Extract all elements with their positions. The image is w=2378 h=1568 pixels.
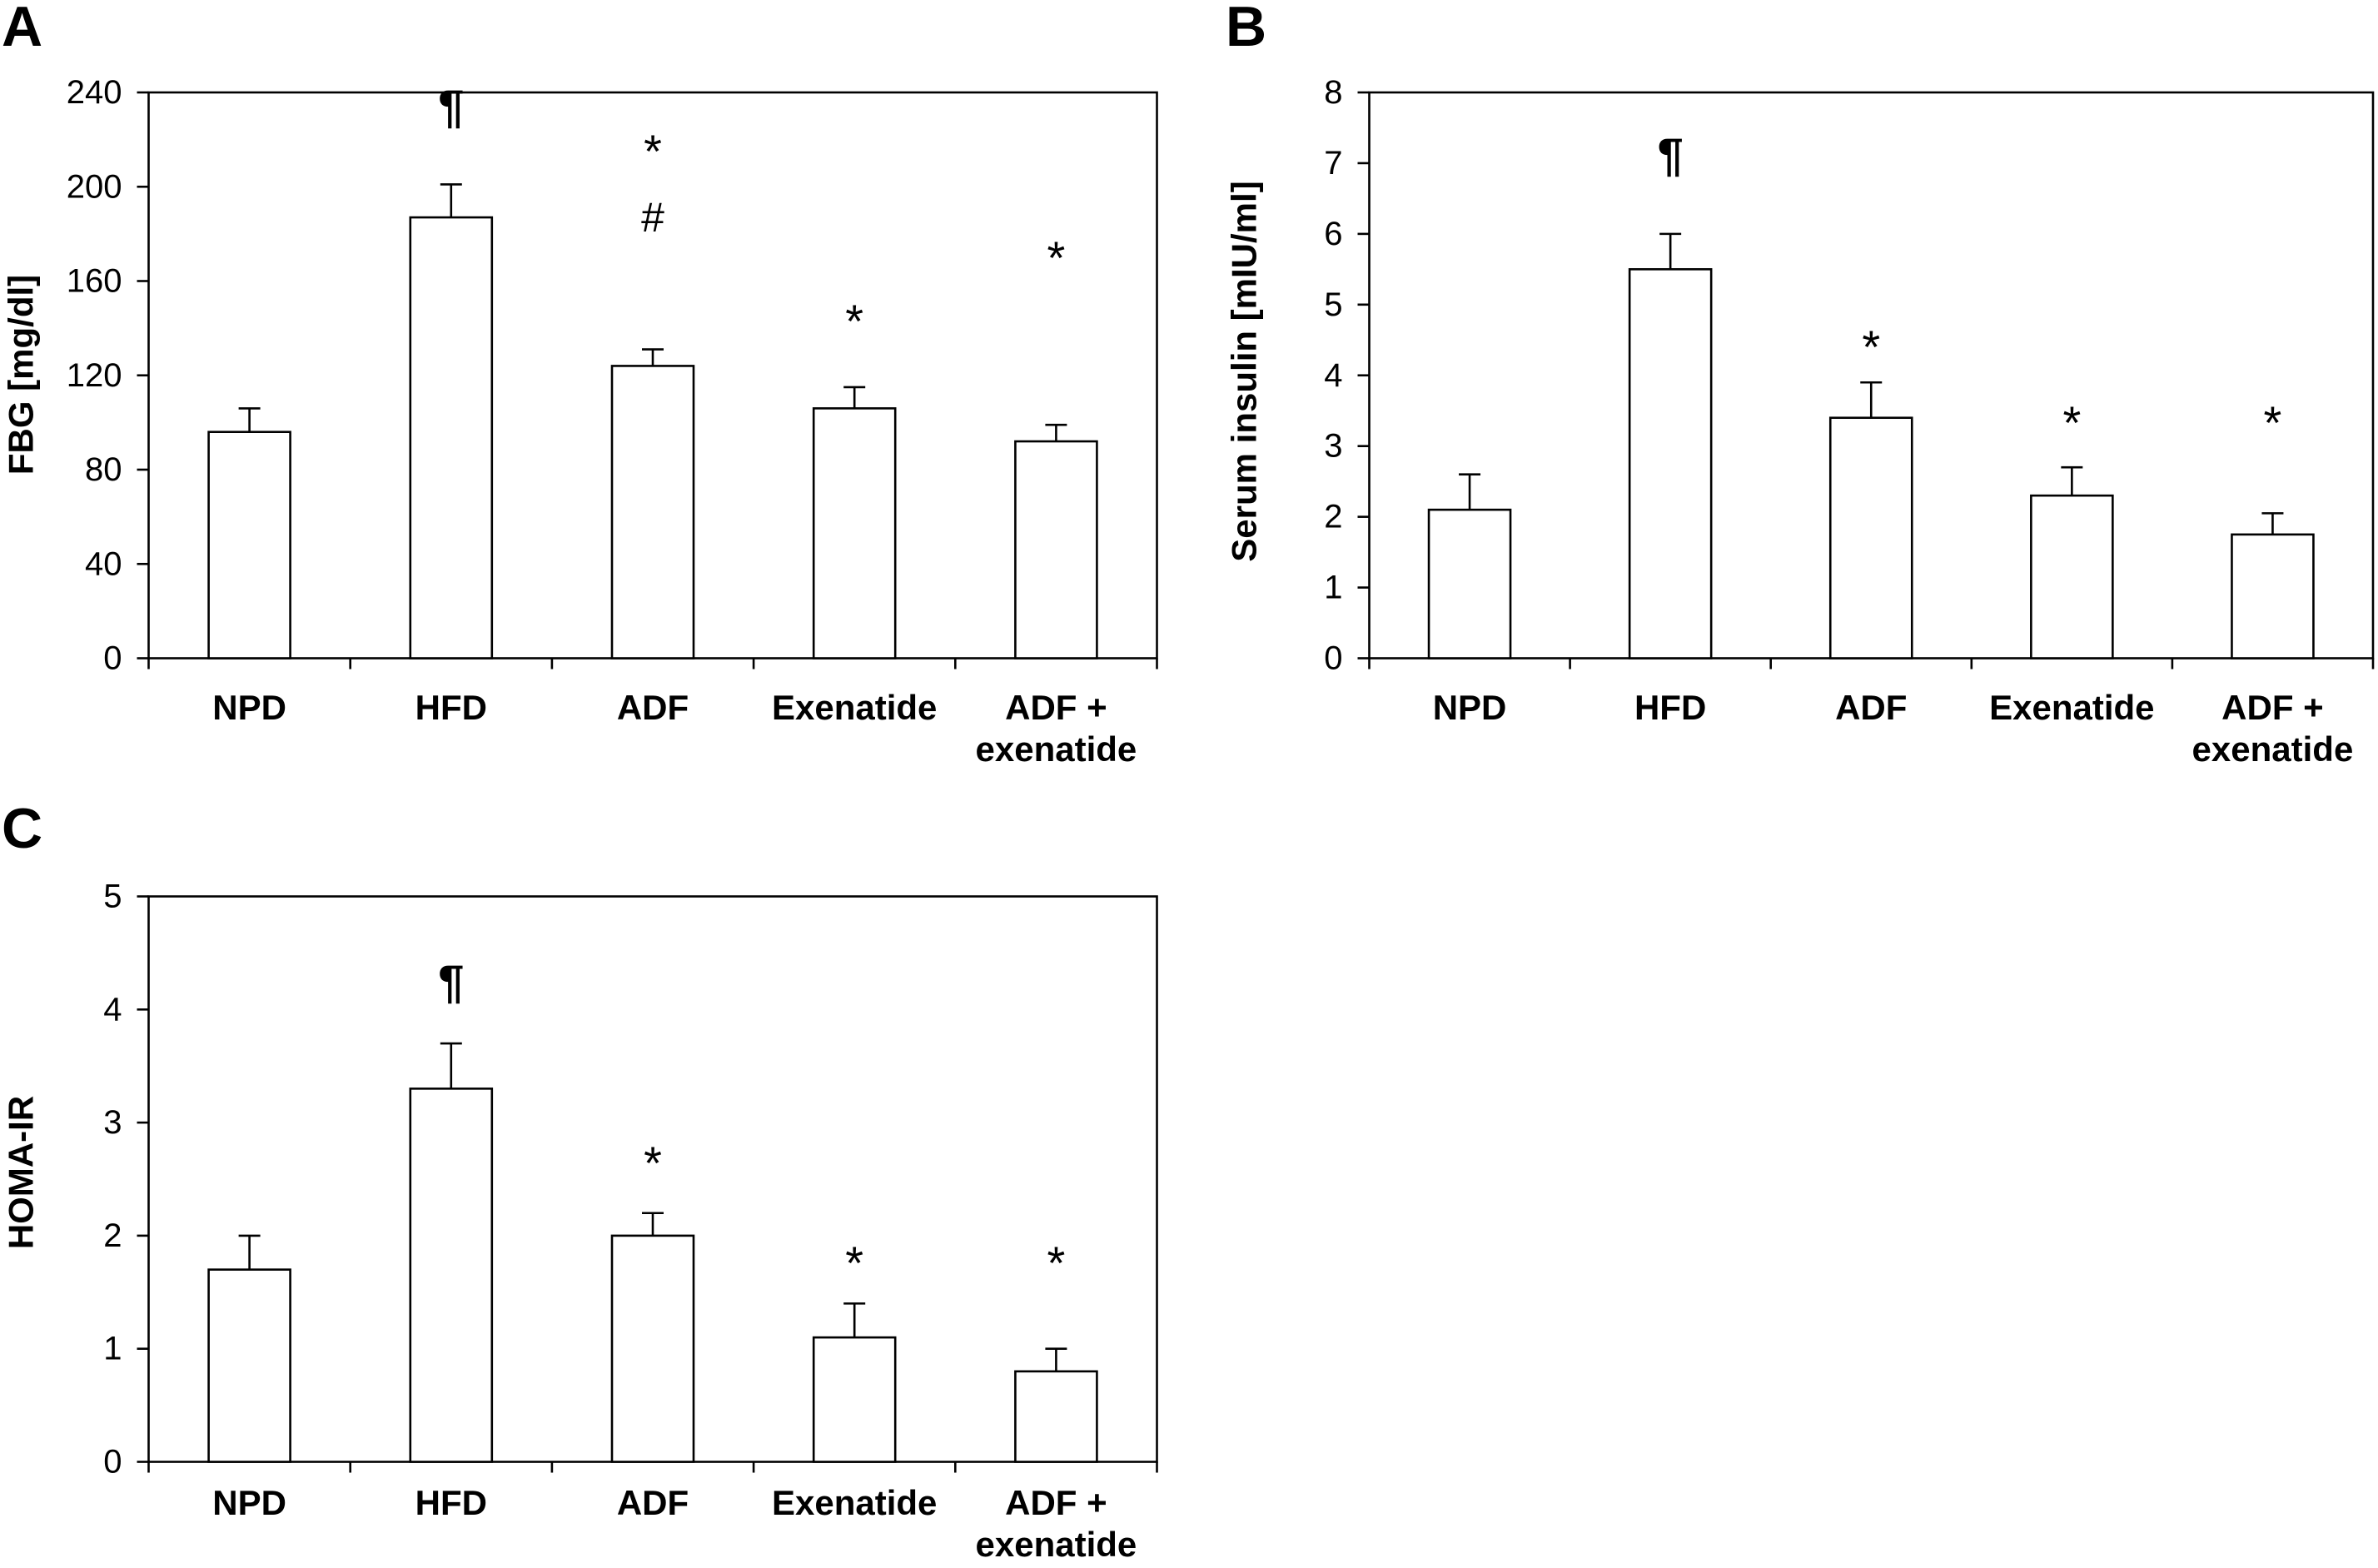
y-axis-title: FBG [mg/dl]	[2, 275, 41, 475]
y-tick-label: 2	[1324, 499, 1342, 535]
y-tick-label: 0	[103, 1444, 122, 1481]
significance-marker: *	[845, 1237, 863, 1289]
significance-marker: ¶	[438, 955, 464, 1008]
bar	[409, 1088, 494, 1463]
y-tick-label: 40	[85, 545, 122, 582]
bar	[610, 365, 695, 660]
x-tick-label: ADF	[616, 688, 689, 727]
y-axis-title: HOMA-IR	[2, 1096, 41, 1249]
significance-marker: ¶	[1658, 128, 1684, 181]
bar	[1628, 268, 1713, 660]
x-tick-label: ADF + exenatide	[2191, 688, 2354, 769]
y-tick-label: 160	[67, 263, 122, 300]
y-tick-label: 5	[103, 879, 122, 915]
y-tick-label: 1	[1324, 570, 1342, 606]
y-tick-label: 3	[103, 1104, 122, 1141]
significance-marker: #	[641, 194, 664, 241]
y-tick-label: 4	[1324, 357, 1342, 394]
chart-panel: C HOMA-IR 0 1 2 3 4 5 ¶ * * *	[2, 797, 1158, 1481]
bar	[1828, 416, 1913, 660]
significance-marker: *	[845, 295, 863, 347]
significance-marker: ¶	[438, 80, 464, 132]
chart-panel: A FBG [mg/dl] 0 40 80 120 160 200 240 ¶ * # * *	[2, 0, 1158, 677]
x-tick-label: Exenatide	[1989, 688, 2155, 727]
x-tick-label: Exenatide	[771, 1483, 938, 1522]
significance-marker: *	[644, 1137, 662, 1189]
x-tick-label: HFD	[1634, 688, 1707, 727]
y-tick-label: 120	[67, 357, 122, 394]
y-tick-label: 7	[1324, 145, 1342, 182]
significance-marker: *	[644, 125, 662, 177]
bar	[812, 1336, 897, 1463]
panel-label: A	[2, 0, 42, 58]
y-tick-label: 4	[103, 991, 122, 1028]
y-tick-label: 80	[85, 451, 122, 488]
significance-marker: *	[2264, 396, 2282, 449]
x-tick-label: HFD	[415, 1483, 487, 1522]
bar	[1427, 508, 1512, 660]
y-axis-title: Serum insulin [mIU/ml]	[1225, 181, 1264, 561]
bar	[610, 1234, 695, 1463]
significance-marker: *	[2062, 396, 2081, 449]
significance-marker: *	[1047, 1237, 1066, 1289]
x-tick-label: ADF	[1835, 688, 1908, 727]
bar	[2231, 533, 2315, 660]
chart-panel: B Serum insulin [mIU/ml] 0 1 2 3 4 5 6 7 8 ¶ * * *	[1225, 0, 2375, 677]
y-tick-label: 8	[1324, 74, 1342, 111]
bar	[207, 1268, 291, 1463]
x-tick-label: NPD	[1432, 688, 1507, 727]
y-tick-label: 3	[1324, 428, 1342, 465]
significance-marker: *	[1862, 321, 1880, 373]
y-tick-label: 2	[103, 1217, 122, 1254]
y-tick-label: 6	[1324, 216, 1342, 252]
bar	[409, 216, 494, 660]
x-tick-label: ADF	[616, 1483, 689, 1522]
y-tick-label: 0	[103, 640, 122, 677]
x-tick-label: NPD	[212, 1483, 286, 1522]
y-tick-label: 0	[1324, 640, 1342, 677]
x-tick-label: ADF + exenatide	[975, 688, 1137, 769]
bar	[207, 431, 291, 660]
x-tick-label: HFD	[415, 688, 487, 727]
bar	[1014, 440, 1098, 660]
y-tick-label: 1	[103, 1331, 122, 1367]
panel-label: B	[1226, 0, 1266, 58]
x-tick-label: Exenatide	[771, 688, 938, 727]
x-tick-label: ADF + exenatide	[975, 1483, 1137, 1564]
bar	[2030, 494, 2114, 660]
panel-label: C	[2, 797, 42, 860]
y-tick-label: 200	[67, 168, 122, 205]
significance-marker: *	[1047, 231, 1066, 284]
x-tick-label: NPD	[212, 688, 286, 727]
y-tick-label: 240	[67, 74, 122, 111]
bar	[812, 407, 897, 660]
y-tick-label: 5	[1324, 286, 1342, 323]
